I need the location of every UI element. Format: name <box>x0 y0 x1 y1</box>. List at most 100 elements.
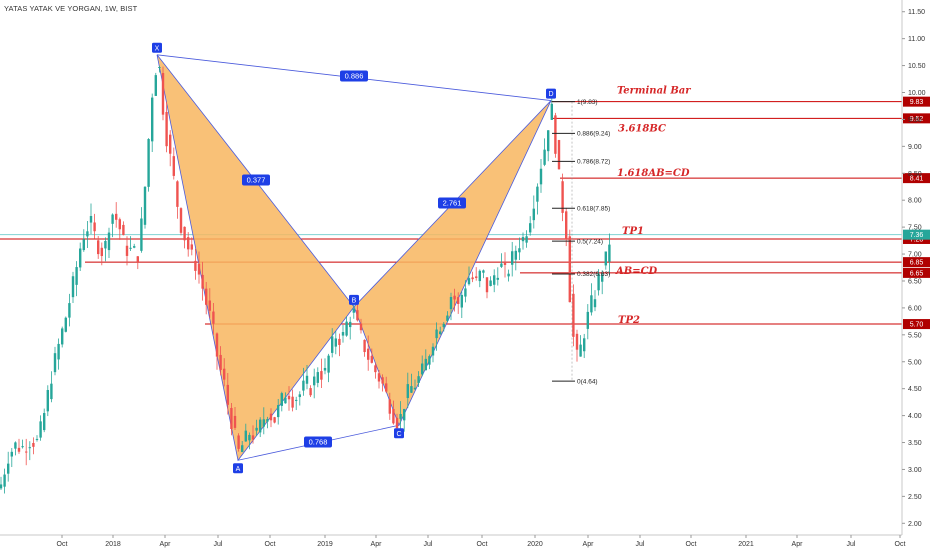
candle-body <box>111 214 114 224</box>
x-tick-label: Jul <box>636 541 645 548</box>
y-tick-label: 3.00 <box>908 467 922 474</box>
candle-body <box>413 387 417 390</box>
x-tick-label: Oct <box>57 541 68 548</box>
pattern-xab-triangle <box>156 54 355 462</box>
candle-body <box>233 415 237 428</box>
candle-body <box>489 280 492 287</box>
level-price-tag <box>903 96 930 107</box>
candle-body <box>539 168 543 185</box>
level-annotation: AB=CD <box>615 266 658 277</box>
x-axis[interactable]: Oct 2018 Apr Jul Oct 2019 Apr Jul Oct 2020 Apr Jul O… <box>0 534 906 548</box>
level-price-tag <box>903 257 930 268</box>
candle-body <box>187 237 190 250</box>
ratio-label: 0.886 <box>345 72 364 81</box>
candle-body <box>370 355 373 363</box>
x-tick-label: Oct <box>265 541 276 548</box>
candle-body <box>151 97 154 142</box>
level-price-label: 9.52 <box>910 116 924 123</box>
candle-body <box>518 248 521 253</box>
candle-body <box>572 293 575 337</box>
candle-body <box>453 295 456 300</box>
y-tick-label: 6.50 <box>908 278 922 285</box>
candle-body <box>363 339 366 353</box>
candle-body <box>100 247 103 257</box>
candle-body <box>64 317 67 332</box>
candle-body <box>327 355 330 373</box>
candle-body <box>237 435 240 449</box>
pattern-badges: X A B C D 0.377 0.768 2.761 0.886 <box>152 42 556 474</box>
candle-body <box>143 186 147 225</box>
candle-body <box>75 267 78 285</box>
candle-body <box>579 344 582 357</box>
candle-body <box>25 451 28 453</box>
candle-body <box>82 239 85 251</box>
level-price-tag <box>903 319 930 330</box>
candle-body <box>525 236 528 243</box>
pattern-point-d <box>546 88 556 99</box>
candle-body <box>334 338 337 347</box>
y-tick-label: 7.00 <box>908 252 922 259</box>
candle-body <box>298 394 301 398</box>
candle-body <box>543 149 546 165</box>
candles <box>0 65 611 494</box>
candle-body <box>71 276 75 298</box>
ratio-badge <box>304 436 332 448</box>
candle-body <box>406 384 409 399</box>
candle-body <box>104 240 107 249</box>
ratio-badge <box>340 70 368 82</box>
y-axis[interactable]: 2.00 2.50 3.00 3.50 4.00 4.50 5.00 5.50 6.00 6.50… <box>901 0 926 535</box>
candle-body <box>230 407 233 430</box>
x-tick-label: Oct <box>895 541 906 548</box>
candle-body <box>215 333 219 357</box>
candle-body <box>565 211 568 240</box>
candle-body <box>532 208 535 221</box>
level-price-label: 6.65 <box>910 270 924 277</box>
level-annotation: TP2 <box>618 315 640 326</box>
candle-body <box>154 75 157 96</box>
level-price-label: 9.83 <box>910 99 924 106</box>
candle-body <box>277 405 280 418</box>
candle-body <box>341 332 345 336</box>
candle-body <box>97 240 100 255</box>
candle-body <box>521 237 525 242</box>
candle-body <box>478 270 481 282</box>
x-tick-label: Oct <box>686 541 697 548</box>
y-tick-label: 11.00 <box>908 36 925 43</box>
candle-body <box>392 408 395 424</box>
candle-body <box>597 273 600 291</box>
candle-body <box>107 232 111 251</box>
pattern-point-b <box>349 294 359 305</box>
candle-body <box>176 181 179 207</box>
candle-body <box>147 139 150 187</box>
x-tick-label: Jul <box>214 541 223 548</box>
candle-body <box>385 383 388 392</box>
candle-body <box>172 156 175 176</box>
candle-body <box>482 270 485 273</box>
candle-body <box>345 321 348 336</box>
level-annotation: 3.618BC <box>618 123 666 134</box>
candle-body <box>431 346 435 356</box>
candle-body <box>590 295 593 313</box>
level-price-label: 6.85 <box>910 260 924 267</box>
x-tick-label: 2020 <box>527 541 543 548</box>
candle-body <box>86 231 89 237</box>
candle-body <box>467 278 471 285</box>
pattern-bcd-triangle <box>353 100 552 427</box>
fib-label: 0.382(6.63) <box>577 271 610 278</box>
last-price-tag <box>903 229 930 240</box>
x-tick-label: Apr <box>160 541 172 548</box>
candle-body <box>43 413 46 431</box>
candle-body <box>183 226 186 241</box>
candle-body <box>266 419 269 422</box>
candle-body <box>190 244 193 250</box>
candle-body <box>349 321 352 328</box>
y-tick-label: 9.00 <box>908 144 922 151</box>
candle-body <box>320 371 323 380</box>
candle-body <box>557 140 561 170</box>
pattern-point-label: D <box>548 91 553 98</box>
candle-body <box>316 372 319 383</box>
y-tick-label: 2.00 <box>908 521 922 528</box>
candle-body <box>568 236 571 303</box>
candle-body <box>125 245 129 256</box>
